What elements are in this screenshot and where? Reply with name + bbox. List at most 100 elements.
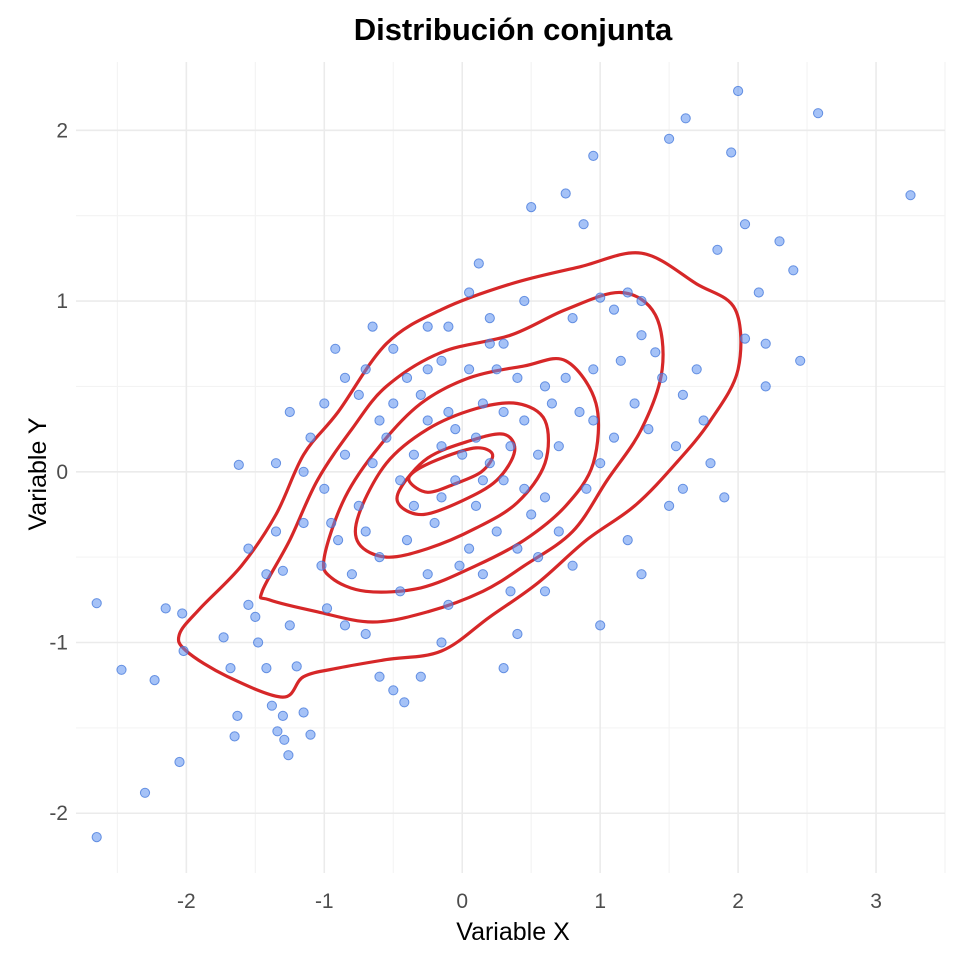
scatter-point xyxy=(464,287,475,298)
scatter-point xyxy=(526,509,537,520)
scatter-point xyxy=(539,492,551,503)
scatter-point xyxy=(388,685,399,696)
density-contour-line xyxy=(395,432,517,517)
chart-title: Distribución conjunta xyxy=(354,12,673,47)
scatter-point xyxy=(388,343,399,354)
scatter-point xyxy=(636,569,647,580)
x-tick-label: -2 xyxy=(177,890,196,913)
scatter-point xyxy=(719,492,730,503)
scatter-point xyxy=(91,832,102,843)
scatter-point xyxy=(270,458,282,469)
scatter-point xyxy=(253,637,264,648)
scatter-point xyxy=(595,292,606,303)
scatter-point xyxy=(436,637,447,648)
scatter-point xyxy=(574,406,585,418)
scatter-point xyxy=(360,628,371,640)
y-tick-label: 2 xyxy=(56,119,68,142)
scatter-point xyxy=(629,398,640,409)
scatter-point xyxy=(388,398,399,409)
scatter-point xyxy=(443,599,454,611)
scatter-point xyxy=(567,560,578,571)
scatter-point xyxy=(353,500,364,511)
scatter-point xyxy=(374,552,385,563)
scatter-point xyxy=(705,458,716,469)
scatter-point xyxy=(298,517,309,529)
scatter-point xyxy=(464,364,475,375)
scatter-point xyxy=(422,569,433,580)
scatter-point xyxy=(905,190,916,201)
scatter-point xyxy=(588,364,599,375)
x-tick-label: 0 xyxy=(456,890,468,913)
scatter-point xyxy=(339,449,351,460)
scatter-point xyxy=(450,424,461,435)
scatter-point xyxy=(270,526,282,537)
scatter-point xyxy=(436,355,447,366)
scatter-point xyxy=(546,398,558,409)
density-contour-line xyxy=(321,356,601,594)
scatter-point xyxy=(588,415,599,426)
scatter-point xyxy=(395,586,406,597)
x-tick-label: 1 xyxy=(594,890,606,913)
tick-layer: -2 -1 0 1 2 3 -2 -1 0 1 2 xyxy=(49,119,882,913)
scatter-point xyxy=(443,406,454,418)
scatter-point xyxy=(149,675,160,686)
scatter-point xyxy=(381,432,392,443)
scatter-point xyxy=(436,492,447,503)
scatter-point xyxy=(399,697,410,708)
scatter-point xyxy=(330,343,341,354)
scatter-point xyxy=(491,364,502,375)
scatter-point xyxy=(539,586,551,597)
scatter-point xyxy=(470,432,482,443)
y-axis-title: Variable Y xyxy=(24,417,52,530)
scatter-point xyxy=(560,372,571,383)
scatter-point xyxy=(491,526,502,537)
scatter-point xyxy=(470,500,482,511)
scatter-point xyxy=(636,330,647,341)
scatter-point xyxy=(588,150,599,161)
scatter-point xyxy=(753,287,764,298)
scatter-point xyxy=(677,483,689,494)
scatter-point xyxy=(91,598,102,609)
scatter-point xyxy=(498,406,509,418)
scatter-point xyxy=(464,543,475,554)
x-tick-label: 3 xyxy=(870,890,882,913)
scatter-point xyxy=(321,603,333,614)
scatter-point xyxy=(277,710,288,722)
scatter-point xyxy=(367,321,378,332)
scatter-point xyxy=(450,475,461,486)
scatter-point xyxy=(319,483,330,494)
scatter-point xyxy=(595,458,606,469)
scatter-point xyxy=(408,449,419,460)
scatter-point xyxy=(298,707,309,718)
scatter-point xyxy=(622,287,633,298)
scatter-point xyxy=(774,236,785,247)
scatter-point xyxy=(726,147,737,158)
scatter-point xyxy=(643,424,654,435)
scatter-point xyxy=(760,338,771,349)
density-contour-line xyxy=(258,290,665,624)
scatter-point xyxy=(567,313,578,324)
scatter-point xyxy=(457,449,468,460)
scatter-point xyxy=(422,364,433,375)
scatter-point xyxy=(650,347,661,358)
scatter-point xyxy=(291,661,302,672)
scatter-point xyxy=(408,500,419,511)
scatter-point xyxy=(272,726,283,737)
scatter-point xyxy=(553,441,564,452)
contour-layer xyxy=(176,251,743,699)
scatter-point xyxy=(177,608,188,619)
scatter-point xyxy=(360,364,371,375)
scatter-point xyxy=(484,458,495,469)
scatter-point xyxy=(526,202,537,213)
scatter-point xyxy=(422,321,433,332)
density-contour-line xyxy=(353,401,551,559)
scatter-point xyxy=(395,475,406,486)
scatter-point xyxy=(498,338,509,349)
scatter-point xyxy=(760,381,771,392)
scatter-point xyxy=(429,517,440,529)
scatter-point xyxy=(477,475,488,486)
scatter-point xyxy=(436,441,447,452)
scatter-point xyxy=(560,188,571,199)
scatter-point xyxy=(533,449,544,460)
